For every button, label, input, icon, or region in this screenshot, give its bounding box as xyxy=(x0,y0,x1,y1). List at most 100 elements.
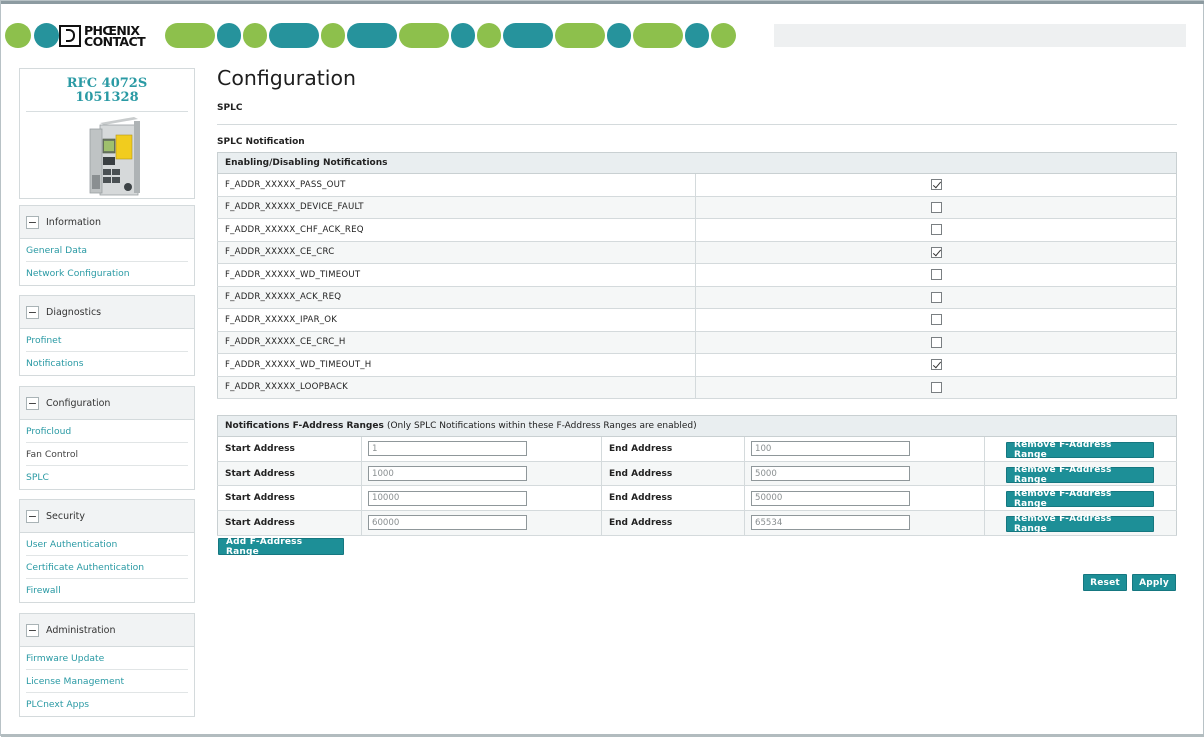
reset-button[interactable]: Reset xyxy=(1083,574,1127,591)
notification-enable-checkbox[interactable] xyxy=(930,336,942,348)
notification-enable-checkbox[interactable] xyxy=(930,381,942,393)
notification-checkbox-cell xyxy=(695,241,1177,264)
range-action-cell: Remove F-Address Range xyxy=(984,485,1177,512)
logo-mark-icon xyxy=(59,24,81,47)
notification-checkbox-cell xyxy=(695,353,1177,377)
sidebar-item-network-configuration[interactable]: Network Configuration xyxy=(26,268,130,279)
f-address-range-row: Start Address 1000 End Address 5000 Remove F… xyxy=(217,461,1177,487)
sidebar-item-splc[interactable]: SPLC xyxy=(26,472,49,483)
add-f-address-range-button[interactable]: Add F-Address Range xyxy=(218,537,344,557)
start-address-cell: 1000 xyxy=(361,461,602,487)
remove-f-address-range-button[interactable]: Remove F-Address Range xyxy=(1006,440,1154,460)
notification-name: F_ADDR_XXXXX_LOOPBACK xyxy=(217,376,696,399)
notification-name: F_ADDR_XXXXX_CE_CRC xyxy=(217,241,696,264)
remove-f-address-range-button[interactable]: Remove F-Address Range xyxy=(1006,514,1154,534)
device-image xyxy=(89,117,140,196)
end-address-label: End Address xyxy=(601,510,745,536)
sidebar-item-notifications[interactable]: Notifications xyxy=(26,358,84,369)
device-article-number: 1051328 xyxy=(75,90,139,105)
notification-row: F_ADDR_XXXXX_ACK_REQ xyxy=(217,286,1177,309)
sidebar-item-license-management[interactable]: License Management xyxy=(26,670,188,693)
notification-enable-checkbox[interactable] xyxy=(930,359,942,371)
start-address-label: Start Address xyxy=(217,436,362,462)
end-address-input[interactable]: 65534 xyxy=(751,515,910,531)
nav-group-title: Information xyxy=(46,216,101,228)
collapse-minus-icon[interactable]: − xyxy=(26,623,39,637)
remove-f-address-range-button[interactable]: Remove F-Address Range xyxy=(1006,465,1154,485)
end-address-cell: 5000 xyxy=(744,461,985,487)
end-address-cell: 100 xyxy=(744,436,985,462)
nav-group-configuration: − Configuration Proficloud Fan Control S… xyxy=(19,386,195,490)
sidebar-item-proficloud[interactable]: Proficloud xyxy=(26,420,188,443)
notification-checkbox-cell xyxy=(695,331,1177,354)
collapse-minus-icon[interactable]: − xyxy=(26,305,39,319)
start-address-label: Start Address xyxy=(217,485,362,512)
nav-group-diagnostics: − Diagnostics Profinet Notifications xyxy=(19,295,195,376)
notification-name: F_ADDR_XXXXX_CE_CRC_H xyxy=(217,331,696,354)
apply-button[interactable]: Apply xyxy=(1132,574,1176,591)
nav-group-administration: − Administration Firmware Update License… xyxy=(19,613,195,717)
header-pill xyxy=(711,23,736,48)
notification-checkbox-cell xyxy=(695,376,1177,399)
notification-row: F_ADDR_XXXXX_DEVICE_FAULT xyxy=(217,196,1177,219)
notification-checkbox-cell xyxy=(695,218,1177,242)
notifications-table-header: Enabling/Disabling Notifications xyxy=(217,152,1177,174)
range-action-cell: Remove F-Address Range xyxy=(984,510,1177,536)
nav-group-header[interactable]: − Information xyxy=(20,206,194,239)
notification-row: F_ADDR_XXXXX_IPAR_OK xyxy=(217,308,1177,332)
notification-enable-checkbox[interactable] xyxy=(930,291,942,303)
sidebar-item-user-authentication[interactable]: User Authentication xyxy=(26,533,188,556)
range-action-cell: Remove F-Address Range xyxy=(984,436,1177,462)
end-address-input[interactable]: 50000 xyxy=(751,490,910,506)
ranges-header-title: Notifications F-Address Ranges xyxy=(225,421,384,431)
ranges-table-header: Notifications F-Address Ranges (Only SPL… xyxy=(217,415,1177,437)
nav-group-title: Configuration xyxy=(46,397,111,409)
notification-enable-checkbox[interactable] xyxy=(930,224,942,236)
notification-name: F_ADDR_XXXXX_WD_TIMEOUT xyxy=(217,263,696,287)
sidebar-item-plcnext-apps[interactable]: PLCnext Apps xyxy=(26,699,90,710)
notification-row: F_ADDR_XXXXX_CE_CRC xyxy=(217,241,1177,264)
notification-row: F_ADDR_XXXXX_CHF_ACK_REQ xyxy=(217,218,1177,242)
notification-name: F_ADDR_XXXXX_DEVICE_FAULT xyxy=(217,196,696,219)
start-address-input[interactable]: 1000 xyxy=(368,466,527,482)
collapse-minus-icon[interactable]: − xyxy=(26,509,39,523)
header-pill xyxy=(685,23,709,48)
start-address-input[interactable]: 10000 xyxy=(368,490,527,506)
range-action-cell: Remove F-Address Range xyxy=(984,461,1177,487)
end-address-input[interactable]: 100 xyxy=(751,441,910,457)
notification-row: F_ADDR_XXXXX_WD_TIMEOUT xyxy=(217,263,1177,287)
sidebar-item-general-data[interactable]: General Data xyxy=(26,239,188,262)
nav-group-header[interactable]: − Administration xyxy=(20,614,194,647)
start-address-cell: 1 xyxy=(361,436,602,462)
collapse-minus-icon[interactable]: − xyxy=(26,396,39,410)
notification-enable-checkbox[interactable] xyxy=(930,314,942,326)
notification-enable-checkbox[interactable] xyxy=(930,179,942,191)
remove-f-address-range-button[interactable]: Remove F-Address Range xyxy=(1006,489,1154,509)
start-address-input[interactable]: 60000 xyxy=(368,515,527,531)
header-pill xyxy=(269,23,319,48)
top-border xyxy=(1,1,1204,4)
start-address-label: Start Address xyxy=(217,461,362,487)
nav-group-header[interactable]: − Diagnostics xyxy=(20,296,194,329)
sidebar-item-firmware-update[interactable]: Firmware Update xyxy=(26,647,188,670)
header-pill xyxy=(321,23,345,48)
nav-group-header[interactable]: − Security xyxy=(20,500,194,533)
header-pill xyxy=(477,23,501,48)
end-address-input[interactable]: 5000 xyxy=(751,466,910,482)
f-address-range-row: Start Address 60000 End Address 65534 Remove… xyxy=(217,510,1177,536)
phoenix-contact-logo[interactable]: PHŒNIX CONTACT xyxy=(59,23,163,48)
header-pill xyxy=(217,23,241,48)
f-address-ranges-table: Notifications F-Address Ranges (Only SPL… xyxy=(217,415,1177,536)
sidebar-item-profinet[interactable]: Profinet xyxy=(26,329,188,352)
notification-enable-checkbox[interactable] xyxy=(930,269,942,281)
collapse-minus-icon[interactable]: − xyxy=(26,215,39,229)
notification-enable-checkbox[interactable] xyxy=(930,246,942,258)
sidebar-item-fan-control[interactable]: Fan Control xyxy=(26,443,188,466)
sidebar-item-firewall[interactable]: Firewall xyxy=(26,585,61,596)
notification-enable-checkbox[interactable] xyxy=(930,201,942,213)
nav-group-header[interactable]: − Configuration xyxy=(20,387,194,420)
start-address-input[interactable]: 1 xyxy=(368,441,527,457)
notification-name: F_ADDR_XXXXX_IPAR_OK xyxy=(217,308,696,332)
sidebar-item-certificate-authentication[interactable]: Certificate Authentication xyxy=(26,556,188,579)
notification-name: F_ADDR_XXXXX_CHF_ACK_REQ xyxy=(217,218,696,242)
